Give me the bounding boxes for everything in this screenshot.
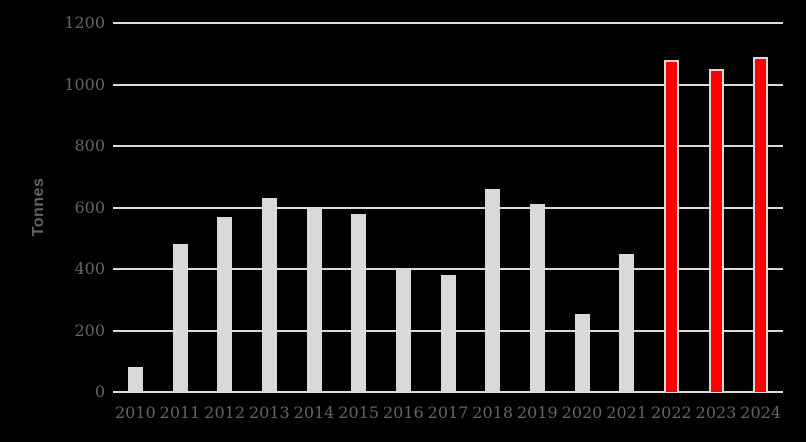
x-tick-label: 2013	[248, 403, 290, 422]
x-tick-label: 2019	[516, 403, 558, 422]
bar-2010	[127, 367, 143, 392]
bar-2012	[217, 217, 233, 392]
x-tick-label: 2015	[338, 403, 380, 422]
bar-2020	[574, 314, 590, 392]
bar-2011	[172, 244, 188, 392]
x-tick-label: 2024	[740, 403, 782, 422]
y-tick-label: 200	[74, 320, 105, 340]
gridline	[113, 22, 783, 24]
y-tick-label: 1000	[64, 74, 105, 94]
bar-2016	[395, 269, 411, 392]
bar-2024	[753, 57, 769, 392]
x-tick-label: 2016	[382, 403, 424, 422]
x-tick-label: 2018	[472, 403, 514, 422]
gridline	[113, 145, 783, 147]
gridline	[113, 268, 783, 270]
x-tick-label: 2012	[204, 403, 246, 422]
bar-2023	[708, 69, 724, 392]
bar-2017	[440, 275, 456, 392]
x-tick-label: 2014	[293, 403, 335, 422]
y-axis-ticks: 0 200 400 600 800 1000 1200	[0, 0, 105, 442]
x-tick-label: 2023	[695, 403, 737, 422]
bar-2019	[529, 204, 545, 392]
bar-2014	[306, 207, 322, 392]
x-tick-label: 2011	[159, 403, 201, 422]
y-tick-label: 1200	[64, 13, 105, 32]
y-tick-label: 600	[74, 197, 105, 217]
gridline	[113, 206, 783, 209]
bar-2015	[351, 214, 367, 392]
x-tick-label: 2020	[561, 403, 603, 422]
y-tick-label: 0	[94, 382, 105, 401]
gridline	[113, 391, 783, 393]
bar-2022	[663, 60, 679, 392]
plot-area	[113, 22, 783, 393]
x-tick-label: 2017	[427, 403, 469, 422]
x-tick-label: 2021	[606, 403, 648, 422]
y-tick-label: 800	[74, 136, 105, 155]
bar-2018	[485, 189, 501, 392]
gridline	[113, 83, 783, 86]
x-tick-label: 2022	[650, 403, 692, 422]
x-tick-label: 2010	[114, 403, 156, 422]
bar-2021	[619, 254, 635, 392]
bar-2013	[261, 198, 277, 392]
y-tick-label: 400	[74, 259, 105, 278]
